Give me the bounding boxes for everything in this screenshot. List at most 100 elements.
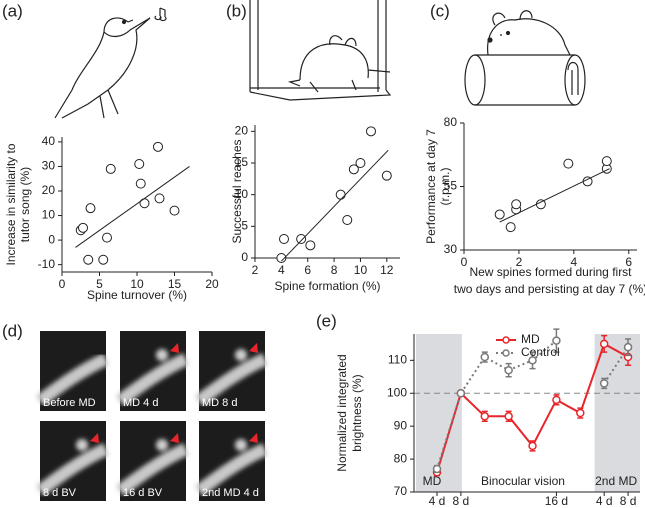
mouse-box-drawing bbox=[249, 0, 392, 101]
data-point bbox=[355, 158, 366, 168]
arrowhead bbox=[249, 433, 258, 443]
dendrite bbox=[36, 439, 109, 497]
x-tick-label: 10 bbox=[130, 277, 144, 291]
data-point bbox=[623, 342, 633, 352]
x-tick-label: 12 bbox=[380, 263, 394, 277]
bird-drawing bbox=[54, 7, 167, 119]
data-point bbox=[563, 158, 574, 169]
dendrite bbox=[116, 349, 189, 407]
y-tick-label: 70 bbox=[394, 484, 408, 498]
y-tick-label: 90 bbox=[394, 418, 408, 432]
data-point bbox=[296, 234, 307, 244]
arrowhead bbox=[170, 433, 179, 443]
spine bbox=[235, 349, 247, 361]
y-tick-label: 10 bbox=[235, 187, 249, 201]
data-point bbox=[576, 408, 585, 418]
y-axis-label: Performance at day 7 bbox=[424, 129, 438, 244]
dendrite bbox=[36, 353, 109, 407]
x-tick-label: 0 bbox=[461, 255, 468, 269]
fit-line bbox=[499, 168, 610, 223]
y-tick-label: 80 bbox=[444, 115, 458, 129]
y-tick-label: 20 bbox=[235, 124, 249, 138]
data-point bbox=[511, 199, 522, 210]
x-tick-label: 6 bbox=[304, 263, 311, 277]
data-point bbox=[105, 163, 116, 174]
y-tick-label: 20 bbox=[42, 183, 56, 197]
data-point bbox=[279, 234, 289, 244]
data-point bbox=[134, 159, 145, 169]
y-tick-label: 0 bbox=[48, 232, 55, 246]
y-axis-label: Increase in similarity to bbox=[4, 143, 18, 265]
x-axis-label: Spine turnover (%) bbox=[87, 288, 187, 302]
fit-line bbox=[75, 166, 190, 248]
y-tick-label: 0 bbox=[241, 250, 248, 264]
spine bbox=[156, 439, 168, 451]
caption: Before MD bbox=[43, 397, 96, 409]
data-point bbox=[505, 222, 516, 233]
x-tick-label: 8 d bbox=[453, 494, 470, 508]
x-tick-label: 4 d bbox=[596, 494, 613, 508]
legend-marker bbox=[502, 336, 510, 344]
data-point bbox=[480, 412, 490, 421]
y-axis-label: (r.p.m.) bbox=[438, 167, 452, 205]
dendrite-shape bbox=[195, 353, 268, 407]
group-label: MD bbox=[423, 474, 442, 488]
data-point bbox=[153, 141, 163, 152]
data-point bbox=[305, 240, 316, 251]
dendrite-shape bbox=[116, 353, 189, 407]
y-axis-label: tutor song (%) bbox=[18, 167, 32, 242]
arrowhead bbox=[249, 343, 258, 353]
dendrite-shape bbox=[36, 353, 109, 407]
dendrite bbox=[195, 439, 268, 497]
x-tick-label: 20 bbox=[205, 277, 219, 291]
data-point bbox=[154, 193, 165, 204]
data-point bbox=[102, 232, 112, 243]
data-point bbox=[348, 164, 359, 175]
y-axis-label: brightness (%) bbox=[350, 374, 364, 451]
legend-marker bbox=[502, 349, 510, 357]
data-point bbox=[599, 379, 609, 388]
data-point bbox=[135, 178, 146, 189]
legend-label: MD bbox=[521, 332, 540, 346]
dendrite-shape bbox=[116, 443, 189, 497]
series-line bbox=[436, 339, 558, 470]
x-tick-label: 8 bbox=[331, 263, 338, 277]
x-tick-label: 10 bbox=[354, 263, 368, 277]
spine bbox=[156, 349, 168, 361]
data-point bbox=[480, 352, 490, 362]
x-axis-label: Spine formation (%) bbox=[274, 279, 380, 293]
group-label: Binocular vision bbox=[481, 474, 565, 488]
y-tick-label: 10 bbox=[42, 208, 56, 222]
x-tick-label: 0 bbox=[59, 277, 66, 291]
axes bbox=[463, 123, 637, 251]
y-tick-label: 55 bbox=[444, 179, 458, 193]
md2-shade bbox=[594, 334, 640, 492]
y-tick-label: 110 bbox=[388, 353, 407, 367]
x-tick-label: 2 bbox=[252, 263, 259, 277]
data-point bbox=[335, 189, 346, 200]
x-tick-label: 4 d bbox=[429, 494, 446, 508]
x-tick-label: 16 d bbox=[545, 494, 568, 508]
caption: 8 d BV bbox=[43, 487, 77, 499]
data-point bbox=[78, 222, 88, 233]
caption: 16 d BV bbox=[123, 487, 163, 499]
spine bbox=[235, 439, 247, 451]
caption: 2nd MD 4 d bbox=[202, 487, 259, 499]
dendrite-shape bbox=[36, 443, 109, 497]
fit-line bbox=[281, 149, 389, 262]
x-tick-label: 6 bbox=[625, 255, 632, 269]
data-point bbox=[276, 253, 287, 263]
data-point bbox=[601, 156, 612, 167]
y-tick-label: 30 bbox=[444, 242, 458, 256]
panel-label: (c) bbox=[430, 1, 450, 20]
arrowhead bbox=[90, 433, 99, 443]
x-tick-label: 2 bbox=[516, 255, 523, 269]
y-tick-label: 80 bbox=[394, 451, 408, 465]
caption: MD 8 d bbox=[202, 397, 237, 409]
data-point bbox=[456, 389, 466, 398]
data-point bbox=[432, 464, 442, 474]
dendrite bbox=[195, 349, 268, 407]
data-point bbox=[342, 215, 353, 225]
x-axis-label: New spines formed during first bbox=[469, 265, 632, 279]
